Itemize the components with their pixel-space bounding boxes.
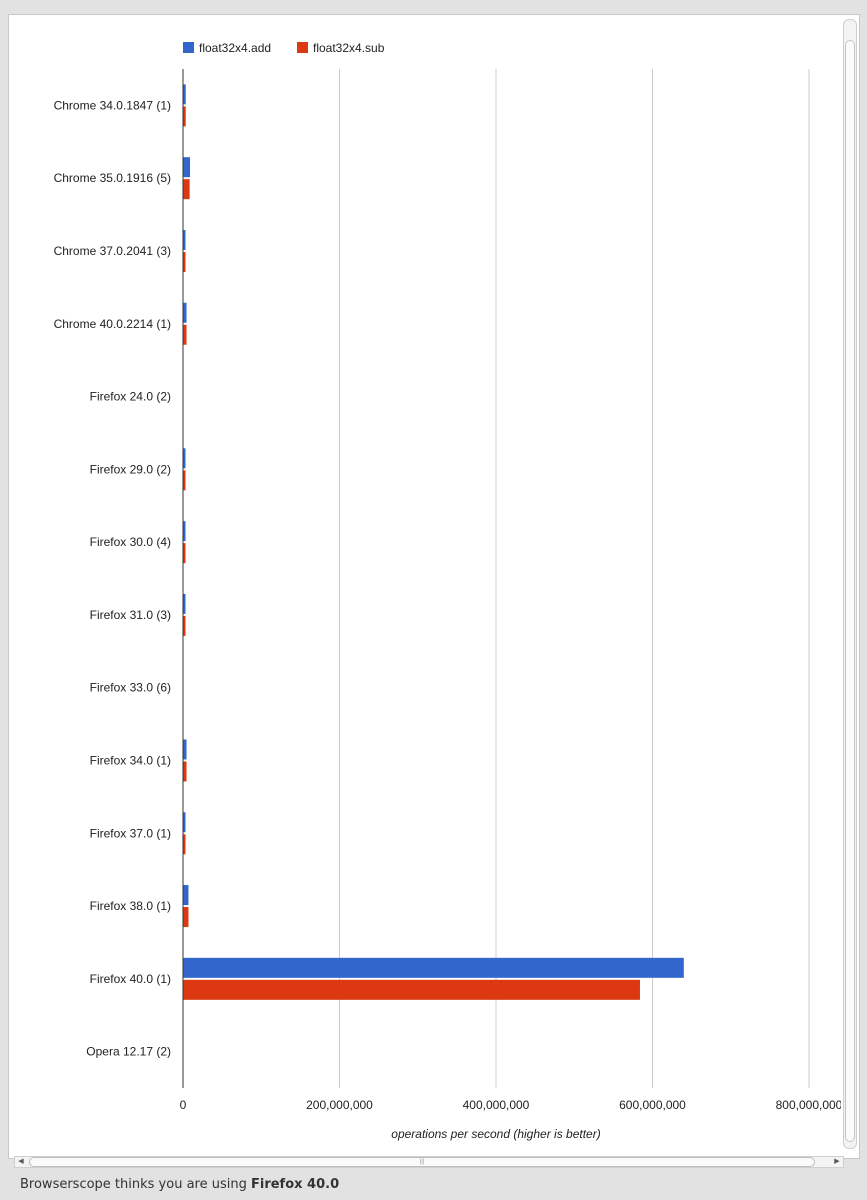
bar-float32x4-add bbox=[183, 739, 187, 760]
bar-float32x4-sub bbox=[183, 543, 186, 564]
horizontal-scrollbar-thumb[interactable]: ||| bbox=[29, 1157, 815, 1167]
category-label: Firefox 40.0 (1) bbox=[90, 972, 171, 986]
bar-float32x4-sub bbox=[183, 979, 640, 1000]
category-label: Firefox 38.0 (1) bbox=[90, 899, 171, 913]
bar-float32x4-add bbox=[183, 593, 186, 614]
category-label: Chrome 35.0.1916 (5) bbox=[54, 171, 171, 185]
bar-float32x4-add bbox=[183, 885, 189, 906]
x-tick-label: 200,000,000 bbox=[306, 1098, 373, 1112]
x-tick-label: 600,000,000 bbox=[619, 1098, 686, 1112]
legend-label: float32x4.sub bbox=[313, 41, 385, 55]
detected-browser: Firefox 40.0 bbox=[250, 1177, 340, 1192]
bar-float32x4-sub bbox=[183, 324, 187, 345]
category-label: Firefox 34.0 (1) bbox=[90, 753, 171, 767]
category-label: Firefox 33.0 (6) bbox=[90, 681, 171, 695]
x-tick-label: 0 bbox=[180, 1098, 187, 1112]
category-label: Firefox 24.0 (2) bbox=[90, 390, 171, 404]
x-tick-label: 400,000,000 bbox=[463, 1098, 530, 1112]
bar-float32x4-sub bbox=[183, 615, 186, 636]
category-label: Chrome 40.0.2214 (1) bbox=[54, 317, 171, 331]
status-prefix: Browserscope thinks you are using bbox=[20, 1177, 251, 1192]
bar-float32x4-sub bbox=[183, 761, 187, 782]
legend-swatch bbox=[183, 42, 194, 53]
scroll-right-icon[interactable]: ▶ bbox=[834, 1158, 840, 1165]
legend-swatch bbox=[297, 42, 308, 53]
category-label: Firefox 37.0 (1) bbox=[90, 826, 171, 840]
bar-chart: 0 200,000,000 400,000,000 600,000,000 800,00… bbox=[54, 41, 841, 1141]
bar-float32x4-add bbox=[183, 84, 186, 105]
status-bar: Browserscope thinks you are using Firefo… bbox=[20, 1177, 339, 1192]
bar-float32x4-add bbox=[183, 448, 186, 469]
scroll-left-icon[interactable]: ◀ bbox=[18, 1158, 24, 1165]
grip-icon: ||| bbox=[419, 1159, 425, 1165]
x-tick-label: 800,000,000 bbox=[776, 1098, 841, 1112]
category-label: Opera 12.17 (2) bbox=[86, 1045, 171, 1059]
bar-float32x4-add bbox=[183, 521, 186, 542]
category-label: Chrome 37.0.2041 (3) bbox=[54, 244, 171, 258]
category-label: Chrome 34.0.1847 (1) bbox=[54, 98, 171, 112]
bar-float32x4-add bbox=[183, 302, 187, 323]
chart-area: 0 200,000,000 400,000,000 600,000,000 800,00… bbox=[9, 15, 841, 1155]
category-label: Firefox 30.0 (4) bbox=[90, 535, 171, 549]
category-label: Firefox 31.0 (3) bbox=[90, 608, 171, 622]
category-label: Firefox 29.0 (2) bbox=[90, 462, 171, 476]
horizontal-scrollbar[interactable]: ◀ ||| ▶ bbox=[14, 1156, 844, 1168]
bar-float32x4-sub bbox=[183, 907, 189, 928]
bar-float32x4-sub bbox=[183, 106, 186, 127]
legend-label: float32x4.add bbox=[199, 41, 271, 55]
bar-float32x4-sub bbox=[183, 834, 186, 855]
bar-float32x4-add bbox=[183, 157, 191, 178]
x-axis-title: operations per second (higher is better) bbox=[391, 1127, 600, 1141]
bar-float32x4-sub bbox=[183, 251, 186, 272]
bar-float32x4-add bbox=[183, 812, 186, 833]
vertical-scrollbar-thumb[interactable] bbox=[845, 40, 855, 1142]
chart-frame: 0 200,000,000 400,000,000 600,000,000 800,00… bbox=[8, 14, 860, 1159]
bar-float32x4-sub bbox=[183, 470, 186, 491]
bar-float32x4-sub bbox=[183, 179, 190, 200]
vertical-scrollbar[interactable] bbox=[843, 19, 857, 1149]
bar-float32x4-add bbox=[183, 957, 684, 978]
bar-float32x4-add bbox=[183, 229, 186, 250]
